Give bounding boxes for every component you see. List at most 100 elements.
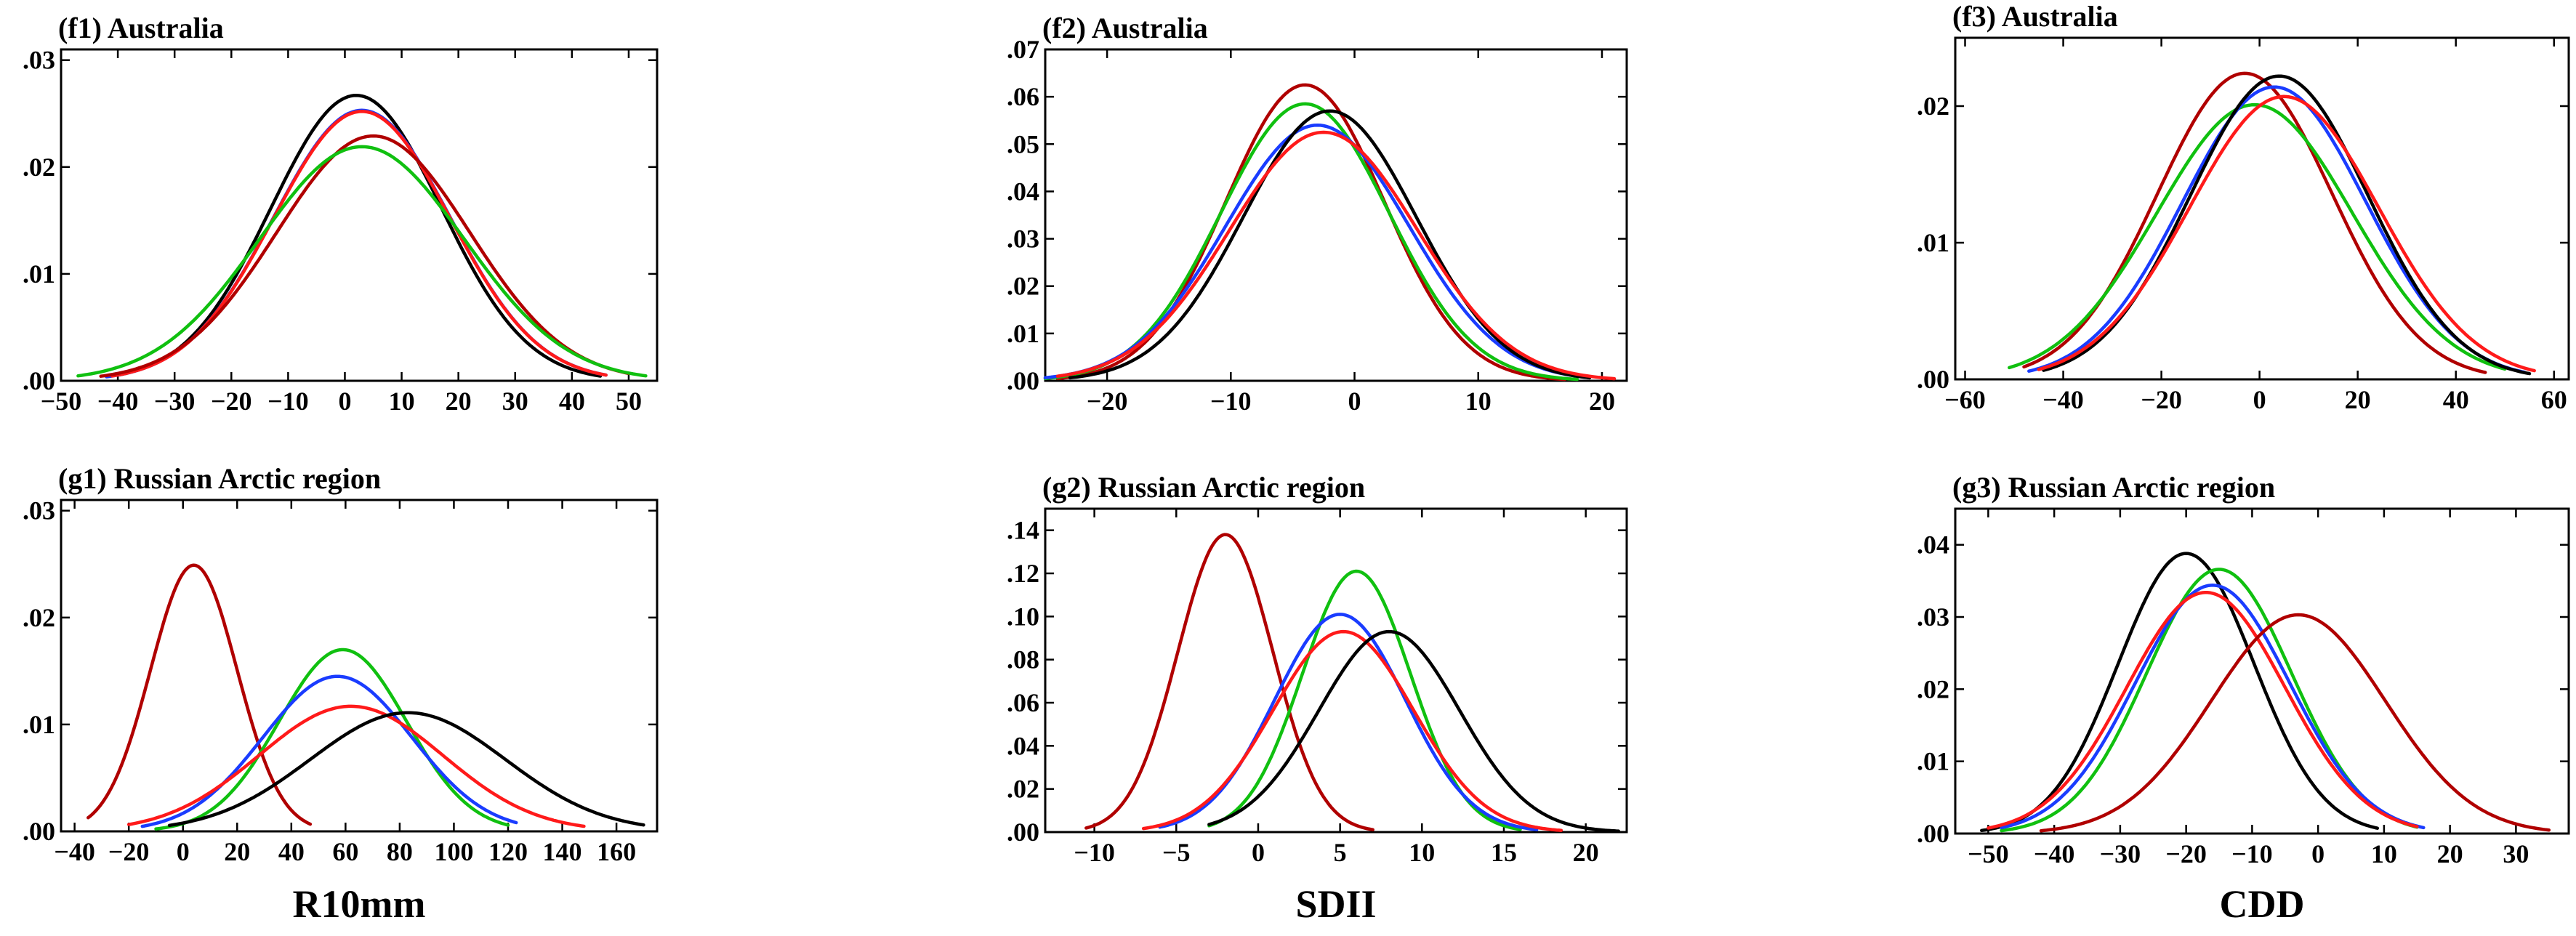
y-tick-label: .12 bbox=[1007, 559, 1039, 588]
series-curve-darkred bbox=[2039, 613, 2551, 833]
x-tick-label: −10 bbox=[267, 387, 309, 416]
x-tick-label: −40 bbox=[2034, 839, 2075, 868]
y-tick-label: .00 bbox=[23, 366, 55, 395]
plot-frame bbox=[1954, 507, 2570, 835]
x-tick-label: 60 bbox=[332, 837, 358, 866]
x-tick-label: 30 bbox=[502, 387, 528, 416]
x-tick-label: −20 bbox=[211, 387, 252, 416]
x-tick-label: 0 bbox=[177, 837, 190, 866]
x-tick-label: 0 bbox=[1252, 838, 1265, 867]
series-curve-red bbox=[1987, 590, 2419, 830]
panel-6: (g3) Russian Arctic region −50 −40 −30 −20 −1… bbox=[1917, 471, 2570, 926]
x-tick-label: 20 bbox=[446, 387, 472, 416]
y-tick-label: .04 bbox=[1007, 731, 1039, 760]
x-tick-label: 20 bbox=[1589, 387, 1615, 416]
x-tick-label: −30 bbox=[2100, 839, 2141, 868]
x-tick-label: 160 bbox=[597, 837, 636, 866]
series-curve-green bbox=[154, 647, 510, 831]
series-curve-green bbox=[2008, 102, 2507, 371]
panel-title: (g3) Russian Arctic region bbox=[1952, 471, 2275, 504]
plot-frame bbox=[1044, 48, 1628, 382]
x-axis-label: R10mm bbox=[293, 882, 426, 926]
series-curve-black bbox=[1980, 552, 2380, 833]
y-tick-label: .02 bbox=[1007, 272, 1039, 301]
series-curve-red bbox=[126, 704, 586, 828]
panel-title: (f3) Australia bbox=[1952, 0, 2118, 33]
x-tick-label: 0 bbox=[338, 387, 351, 416]
panel-title: (g1) Russian Arctic region bbox=[58, 462, 381, 495]
plot-frame bbox=[1044, 507, 1628, 834]
plot-frame bbox=[1954, 36, 2570, 381]
series-curve-blue bbox=[1043, 123, 1592, 380]
x-tick-label: −20 bbox=[2141, 385, 2182, 414]
y-tick-label: .01 bbox=[1917, 228, 1949, 257]
x-tick-label: −50 bbox=[41, 387, 82, 416]
series-curve-darkred bbox=[99, 134, 631, 378]
panel-title: (f2) Australia bbox=[1042, 12, 1208, 44]
x-tick-label: 20 bbox=[1573, 838, 1599, 867]
x-tick-label: −40 bbox=[2042, 385, 2084, 414]
x-tick-label: 20 bbox=[2437, 839, 2463, 868]
series-curve-blue bbox=[2000, 584, 2426, 830]
x-tick-label: 100 bbox=[434, 837, 473, 866]
x-tick-label: 15 bbox=[1491, 838, 1517, 867]
x-tick-label: 120 bbox=[488, 837, 528, 866]
y-tick-label: .03 bbox=[23, 496, 55, 525]
panel-5: (g2) Russian Arctic region −10 −5 0 5 10 15 20.… bbox=[1007, 471, 1628, 926]
x-tick-label: 20 bbox=[2345, 385, 2371, 414]
y-tick-label: .01 bbox=[23, 710, 55, 739]
x-tick-label: 10 bbox=[389, 387, 415, 416]
plot-frame bbox=[60, 499, 659, 833]
series-curve-darkred bbox=[2022, 71, 2487, 374]
x-tick-label: 60 bbox=[2541, 385, 2567, 414]
x-tick-label: 10 bbox=[1465, 387, 1492, 416]
y-tick-label: .00 bbox=[1007, 818, 1039, 847]
x-tick-label: 140 bbox=[543, 837, 582, 866]
series-curve-red bbox=[2037, 94, 2536, 373]
series-curve-red bbox=[1055, 130, 1617, 381]
y-tick-label: .03 bbox=[1007, 225, 1039, 254]
panel-title: (g2) Russian Arctic region bbox=[1042, 471, 1365, 504]
series-curve-black bbox=[1068, 109, 1592, 380]
x-tick-label: −10 bbox=[1074, 838, 1115, 867]
y-tick-label: .00 bbox=[1917, 365, 1949, 394]
series-curve-red bbox=[110, 110, 608, 378]
x-tick-label: 40 bbox=[2443, 385, 2469, 414]
x-tick-label: 0 bbox=[2253, 385, 2266, 414]
series-curve-darkred bbox=[1055, 83, 1567, 382]
y-tick-label: .02 bbox=[1917, 674, 1949, 703]
x-axis-label: CDD bbox=[2220, 882, 2305, 926]
series-curve-green bbox=[1207, 569, 1522, 831]
series-curve-blue bbox=[1158, 613, 1539, 831]
x-tick-label: −20 bbox=[108, 837, 150, 866]
y-tick-label: .03 bbox=[23, 46, 55, 75]
x-axis-label: SDII bbox=[1295, 882, 1376, 926]
y-tick-label: .05 bbox=[1007, 129, 1039, 158]
series-curve-green bbox=[76, 145, 648, 378]
x-tick-label: 10 bbox=[1409, 838, 1435, 867]
x-tick-label: 40 bbox=[278, 837, 305, 866]
y-tick-label: .02 bbox=[23, 153, 55, 182]
x-tick-label: −50 bbox=[1968, 839, 2009, 868]
series-curve-darkred bbox=[86, 563, 313, 826]
y-tick-label: .00 bbox=[1917, 819, 1949, 848]
y-tick-label: .01 bbox=[1917, 747, 1949, 776]
panel-2: (f2) Australia −20 −10 0 10 20 .00 .01 .02 .03 .04… bbox=[1007, 12, 1628, 416]
y-tick-label: .08 bbox=[1007, 645, 1039, 674]
series-curve-black bbox=[1207, 629, 1620, 833]
series-curve-red bbox=[1141, 629, 1563, 832]
y-tick-label: .04 bbox=[1917, 530, 1949, 560]
x-tick-label: 10 bbox=[2371, 839, 2397, 868]
x-tick-label: 5 bbox=[1334, 838, 1347, 867]
y-tick-label: .00 bbox=[1007, 366, 1039, 395]
y-tick-label: .01 bbox=[1007, 319, 1039, 348]
x-tick-label: −10 bbox=[2231, 839, 2273, 868]
x-tick-label: −40 bbox=[97, 387, 139, 416]
y-tick-label: .02 bbox=[1007, 775, 1039, 804]
x-tick-label: −10 bbox=[1210, 387, 1252, 416]
x-tick-label: −20 bbox=[1087, 387, 1128, 416]
y-tick-label: .00 bbox=[23, 817, 55, 846]
y-tick-label: .10 bbox=[1007, 602, 1039, 631]
x-tick-label: 0 bbox=[1348, 387, 1361, 416]
